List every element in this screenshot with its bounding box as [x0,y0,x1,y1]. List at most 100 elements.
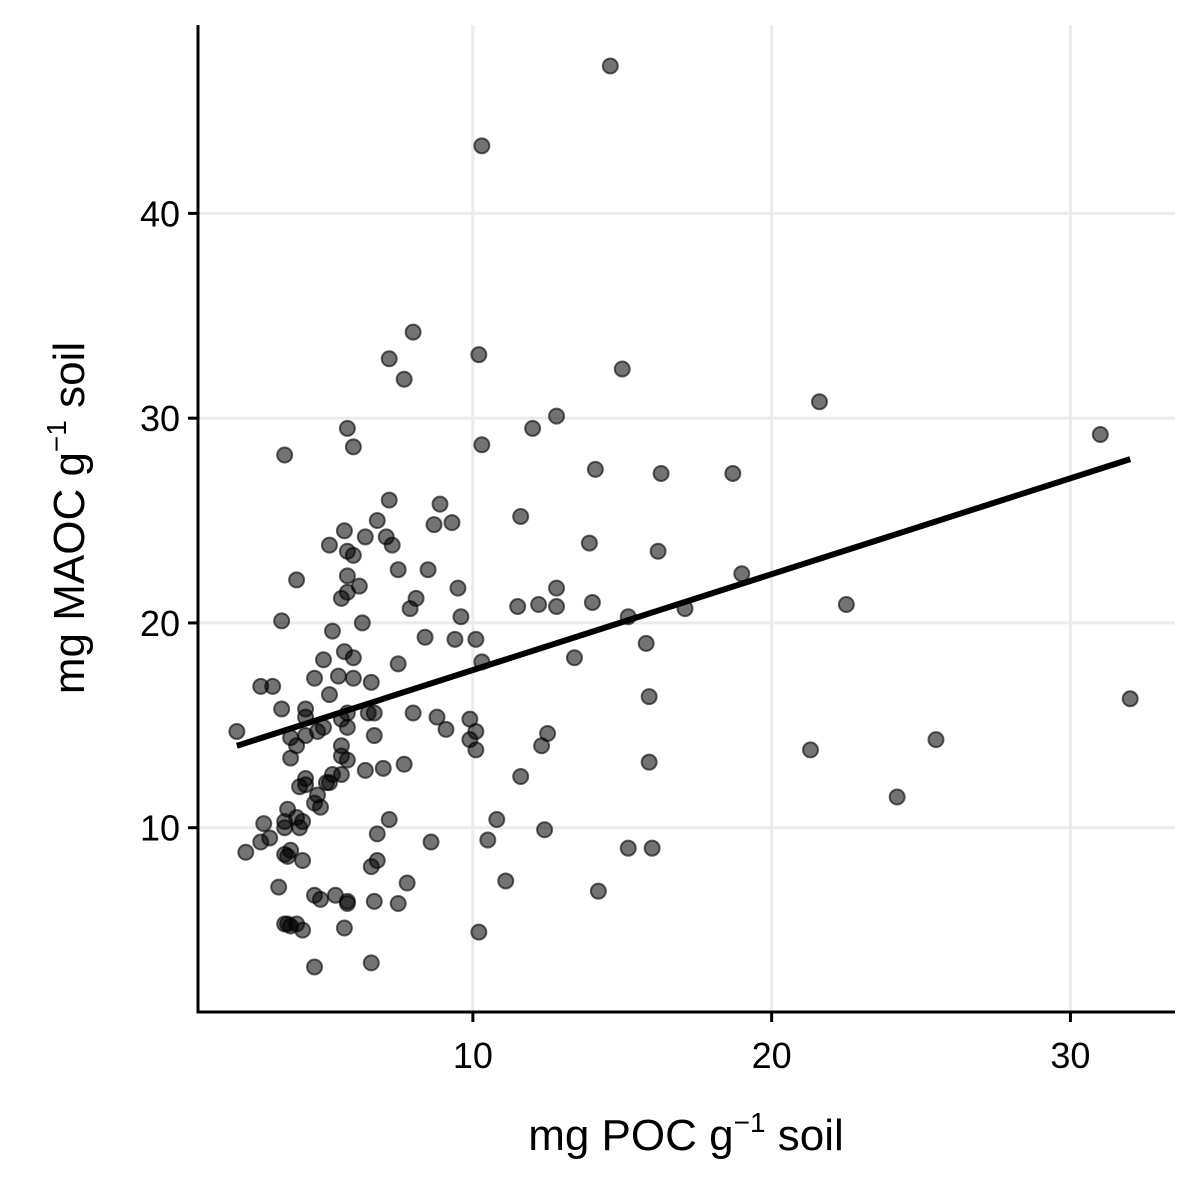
data-point [425,516,443,534]
data-point [273,700,291,718]
data-point [368,512,386,530]
data-point [332,589,350,607]
data-point [323,622,341,640]
data-point [311,798,329,816]
y-axis-title-base: mg MAOC g [45,452,94,694]
y-axis-title: mg MAOC g−1 soil [41,342,94,694]
data-point [368,825,386,843]
data-point [888,788,906,806]
data-point [344,438,362,456]
data-point [398,874,416,892]
data-point [431,495,449,513]
data-point [801,741,819,759]
data-point [356,528,374,546]
axis-layer: 10 20 30 10 20 30 40 [140,25,1175,1076]
data-point [613,360,631,378]
data-point [586,460,604,478]
data-point [237,843,255,861]
data-point [401,600,419,618]
data-point [344,669,362,687]
data-point [344,546,362,564]
data-point [461,710,479,728]
data-point [306,958,324,976]
grid-layer [198,25,1175,1012]
y-tick-label: 10 [140,808,180,849]
data-point [395,370,413,388]
data-point [640,753,658,771]
data-point [389,655,407,673]
data-point [276,819,294,837]
data-point [362,673,380,691]
data-point [306,669,324,687]
data-point [320,774,338,792]
data-point [497,872,515,890]
data-point [282,749,300,767]
data-point [652,464,670,482]
data-point [294,921,312,939]
data-point [649,542,667,560]
data-point [446,630,464,648]
data-point [338,892,356,910]
data-point [640,688,658,706]
data-point [276,845,294,863]
data-point [419,561,437,579]
data-point [291,778,309,796]
data-point [362,954,380,972]
trend-layer [235,456,1132,749]
data-point [365,704,383,722]
data-point [389,561,407,579]
data-point [320,686,338,704]
data-point [228,722,246,740]
data-point [548,598,566,616]
data-point [473,137,491,155]
x-tick-label: 30 [1050,1035,1090,1076]
data-point [332,765,350,783]
data-point [428,708,446,726]
data-point [264,677,282,695]
data-point [374,759,392,777]
data-point [548,407,566,425]
data-point [329,667,347,685]
data-point [389,894,407,912]
x-axis-title-sup: −1 [734,1107,766,1138]
data-point [380,491,398,509]
data-point [601,57,619,75]
data-point [276,446,294,464]
x-axis-title-base: mg POC g [528,1111,733,1160]
data-point [270,878,288,896]
data-point [365,727,383,745]
data-point [297,727,315,745]
data-point [470,923,488,941]
data-point [320,536,338,554]
data-point [422,833,440,851]
y-tick-label: 40 [140,193,180,234]
data-point [548,579,566,597]
data-point [443,514,461,532]
data-point [724,464,742,482]
data-point [255,815,273,833]
data-point [404,323,422,341]
data-point [512,507,530,525]
data-point [467,630,485,648]
data-point [311,890,329,908]
x-tick-label: 10 [453,1035,493,1076]
data-point [335,919,353,937]
data-point [338,751,356,769]
data-point [288,571,306,589]
data-point [479,831,497,849]
data-point [1121,690,1139,708]
data-point [356,761,374,779]
x-tick-label: 20 [752,1035,792,1076]
y-tick-label: 20 [140,603,180,644]
data-point [353,614,371,632]
data-point [452,608,470,626]
data-point [1091,426,1109,444]
data-point [565,649,583,667]
data-point [927,731,945,749]
data-point [589,882,607,900]
data-point [473,436,491,454]
data-point [314,651,332,669]
data-point [368,851,386,869]
